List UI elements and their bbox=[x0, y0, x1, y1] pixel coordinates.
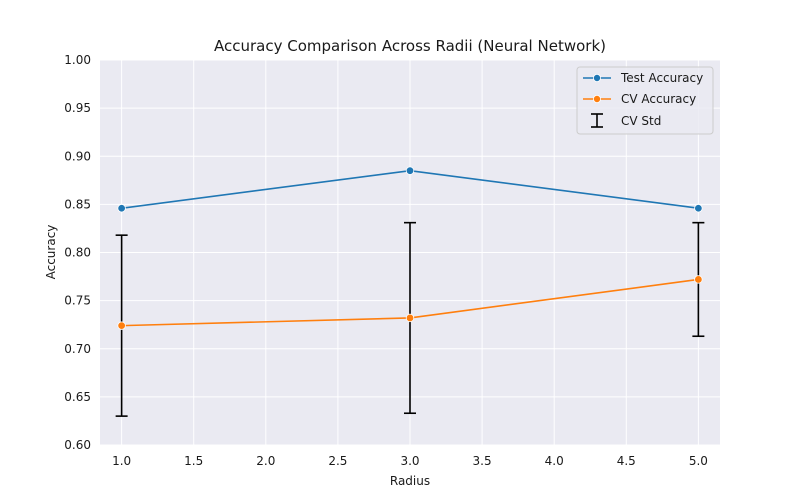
legend-cv-marker bbox=[593, 95, 602, 104]
legend-box bbox=[576, 66, 714, 135]
x-tick-label: 1.0 bbox=[112, 454, 131, 468]
legend-cv-label: CV Accuracy bbox=[621, 92, 696, 106]
legend-test-label: Test Accuracy bbox=[620, 71, 703, 85]
legend-test-marker bbox=[593, 74, 602, 83]
x-tick-label: 1.5 bbox=[184, 454, 203, 468]
x-tick-label: 4.5 bbox=[617, 454, 636, 468]
legend-entry-test-accuracy: Test Accuracy bbox=[583, 71, 703, 85]
series-point-0 bbox=[694, 204, 703, 213]
series-point-0 bbox=[117, 204, 126, 213]
x-tick-labels: 1.0 1.5 2.0 2.5 3.0 3.5 4.0 4.5 5.0 bbox=[112, 454, 708, 468]
legend-entry-cv-std: CV Std bbox=[591, 113, 661, 128]
y-tick-label: 0.60 bbox=[64, 438, 91, 452]
y-tick-label: 0.95 bbox=[64, 101, 91, 115]
series-markers bbox=[117, 166, 703, 330]
x-axis-label: Radius bbox=[390, 474, 430, 488]
series-point-0 bbox=[405, 166, 415, 175]
series-point-1 bbox=[405, 313, 415, 323]
chart-title: Accuracy Comparison Across Radii (Neural… bbox=[214, 37, 606, 55]
y-tick-label: 0.75 bbox=[64, 294, 91, 308]
x-tick-label: 2.5 bbox=[328, 454, 347, 468]
x-tick-label: 4.0 bbox=[545, 454, 564, 468]
y-tick-label: 1.00 bbox=[64, 53, 91, 67]
series-point-1 bbox=[694, 275, 703, 284]
x-tick-label: 5.0 bbox=[689, 454, 708, 468]
y-tick-label: 0.85 bbox=[64, 197, 91, 211]
x-tick-label: 2.0 bbox=[256, 454, 275, 468]
legend: Test Accuracy CV Accuracy CV Std bbox=[576, 66, 714, 135]
legend-std-label: CV Std bbox=[621, 114, 661, 128]
y-tick-label: 0.80 bbox=[64, 246, 91, 260]
series-point-1 bbox=[117, 321, 126, 330]
x-tick-label: 3.5 bbox=[473, 454, 492, 468]
y-tick-label: 0.70 bbox=[64, 342, 91, 356]
y-axis-label: Accuracy bbox=[44, 225, 58, 280]
legend-entry-cv-accuracy: CV Accuracy bbox=[583, 92, 696, 106]
y-tick-label: 0.90 bbox=[64, 149, 91, 163]
y-tick-labels: 0.60 0.65 0.70 0.75 0.80 0.85 0.90 0.95 1.00 bbox=[64, 53, 91, 452]
y-tick-label: 0.65 bbox=[64, 390, 91, 404]
x-tick-label: 3.0 bbox=[400, 454, 419, 468]
